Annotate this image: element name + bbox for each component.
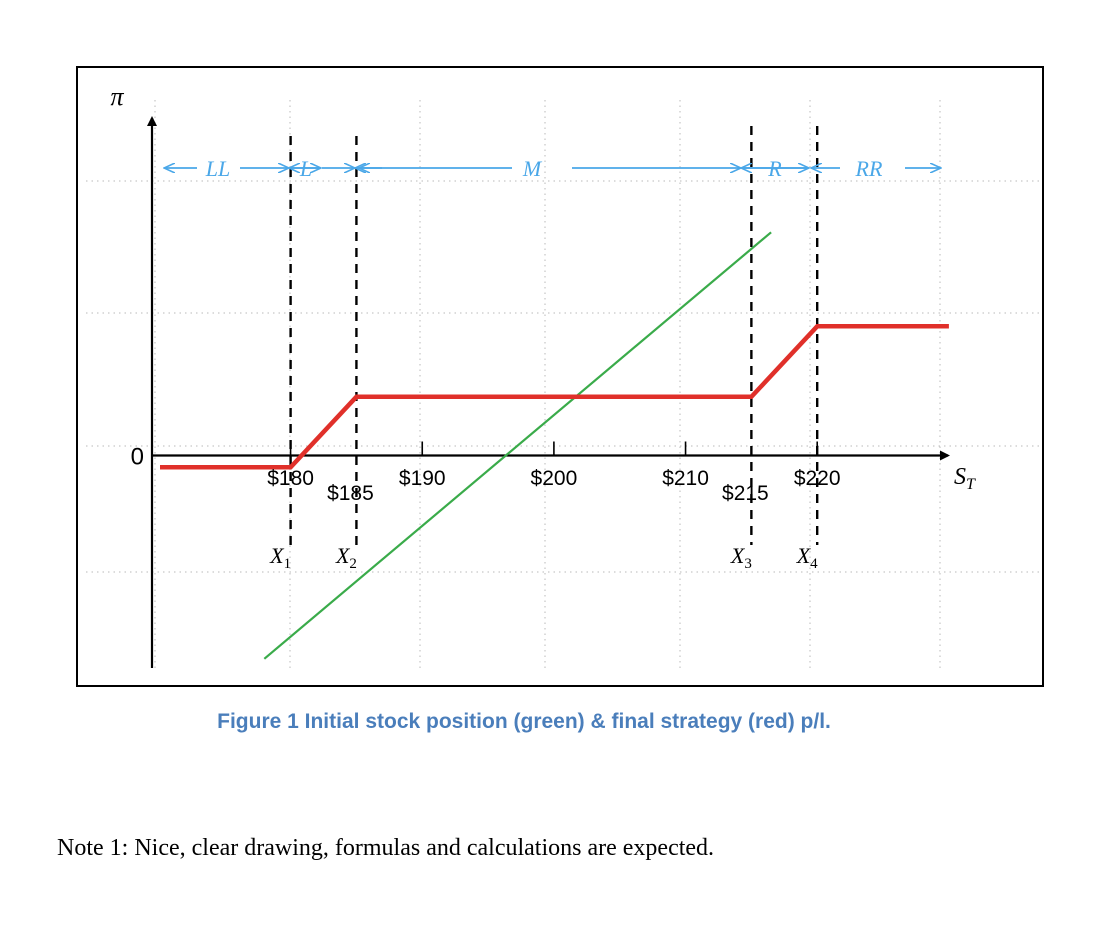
- x-tick-label: $200: [531, 467, 578, 490]
- x-tick-label: $220: [794, 467, 841, 490]
- region-label-ll: LL: [205, 156, 230, 181]
- y-axis-label: π: [110, 82, 124, 111]
- region-label-m: M: [522, 156, 543, 181]
- strike-price-label: $185: [327, 482, 374, 505]
- region-label-l: L: [299, 156, 312, 181]
- region-label-rr: RR: [855, 156, 883, 181]
- y-zero-label: 0: [131, 444, 144, 471]
- series-line-red: [160, 324, 949, 470]
- region-label-r: R: [767, 156, 782, 181]
- note-text: Note 1: Nice, clear drawing, formulas an…: [57, 835, 715, 861]
- x-tick-label: $180: [267, 467, 314, 490]
- strike-name-x1: X1: [269, 543, 291, 572]
- series-line-green: [263, 231, 772, 660]
- strike-name-x2: X2: [335, 543, 357, 572]
- x-tick-label: $190: [399, 467, 446, 490]
- figure-frame: [76, 66, 1044, 687]
- x-axis-label: ST: [954, 464, 976, 493]
- strike-price-label: $215: [722, 482, 769, 505]
- figure-caption: Figure 1 Initial stock position (green) …: [217, 710, 831, 733]
- x-tick-label: $210: [662, 467, 709, 490]
- strike-name-x4: X4: [796, 543, 818, 572]
- strike-name-x3: X3: [730, 543, 752, 572]
